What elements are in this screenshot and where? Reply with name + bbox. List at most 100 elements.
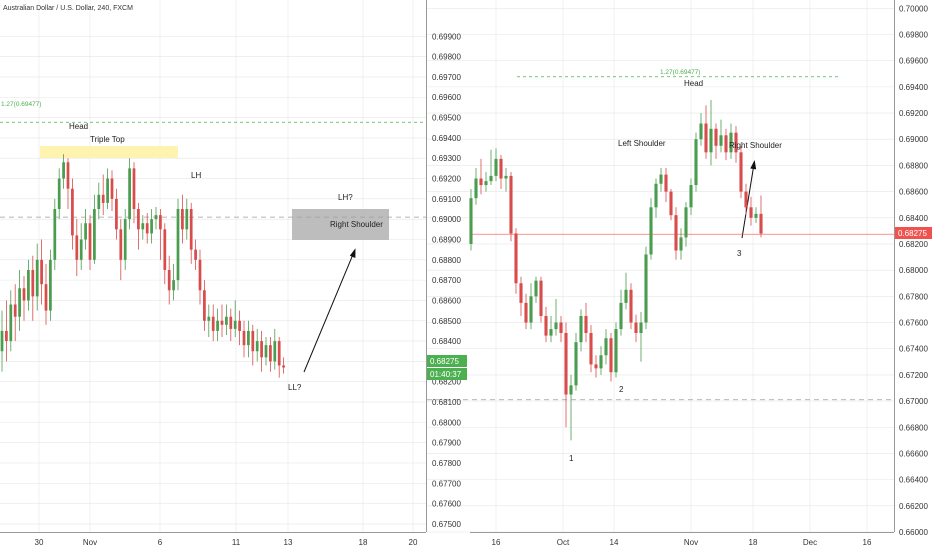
candle-body [624,289,628,303]
candle-body [614,329,618,373]
candle-body [759,213,763,234]
candle-body [584,315,588,333]
y-tick-label: 0.67400 [899,345,928,354]
svg-text:0.68275: 0.68275 [898,229,927,238]
right-shoulder-zone [292,209,389,240]
candle-body [714,128,718,146]
y-tick-label: 0.69700 [432,73,461,82]
candle-body [494,158,498,176]
y-tick-label: 0.66000 [899,528,928,537]
y-tick-label: 0.69400 [899,83,928,92]
candle-body [75,235,79,260]
candle-body [194,249,197,260]
candle-body [729,132,733,153]
left-price-axis: 0.69900 0.69800 0.69700 0.69600 0.69500 0.694… [432,32,461,529]
candle-body [604,338,608,356]
x-tick-label: 16 [492,538,501,547]
y-tick-label: 0.68500 [432,317,461,326]
x-tick-label: 20 [409,538,418,547]
left-time-axis: 30 Nov 6 11 13 18 20 [35,538,418,547]
candle-body [724,135,728,153]
y-tick-label: 0.68900 [432,235,461,244]
label-point-1: 1 [569,454,574,463]
candle-body [260,341,263,358]
candle-body [544,315,548,336]
y-tick-label: 0.69800 [432,53,461,62]
candle-body [53,209,57,260]
label-left-shoulder: Left Shoulder [618,139,666,148]
candle-body [264,345,268,358]
left-candles [0,154,285,378]
projection-arrow-right [741,160,757,239]
y-tick-label: 0.67900 [432,439,461,448]
y-tick-label: 0.69200 [432,175,461,184]
candle-body [749,207,753,218]
candle-body [27,269,30,301]
candle-body [79,239,83,260]
label-triple-top: Triple Top [90,135,125,144]
right-level-lines [427,76,894,401]
y-tick-label: 0.68100 [432,398,461,407]
candle-body [22,288,26,301]
candle-body [115,198,118,230]
x-tick-label: Dec [803,538,817,547]
candle-body [62,162,65,179]
candle-body [13,304,17,317]
candle-body [176,209,180,281]
candle-body [282,365,285,368]
candle-body [154,215,158,220]
candle-body [132,168,136,210]
candle-body [225,316,228,325]
countdown-tag-left: 01:40:37 [427,368,467,380]
label-lh: LH [191,171,201,180]
candle-body [629,289,633,323]
candle-body [469,198,473,244]
candle-body [242,330,246,346]
candle-body [97,194,101,210]
candle-body [519,283,523,303]
y-tick-label: 0.69000 [899,135,928,144]
candle-body [539,280,543,316]
candle-body [719,135,723,146]
candle-body [679,237,683,251]
y-tick-label: 0.67600 [432,500,461,509]
candle-body [233,320,237,329]
fib-label-left: 1.27(0.69477) [1,101,41,108]
label-right-shoulder-right: Right Shoulder [729,141,782,150]
candle-body [664,174,668,192]
x-tick-label: 11 [232,538,241,547]
y-tick-label: 0.69100 [432,195,461,204]
candle-body [574,342,578,386]
candle-body [579,315,583,343]
candle-body [93,209,96,260]
y-tick-label: 0.69900 [432,32,461,41]
label-lh-question: LH? [338,193,353,202]
candle-body [255,341,259,352]
label-right-shoulder-left: Right Shoulder [330,220,383,229]
candle-body [269,345,272,362]
x-tick-label: 6 [158,538,163,547]
candle-body [185,209,189,230]
candle-body [238,320,241,331]
candle-body [509,175,513,234]
candle-body [754,213,758,218]
candle-body [514,233,518,284]
y-tick-label: 0.67500 [432,520,461,529]
candle-body [634,322,638,333]
candle-body [639,322,643,333]
candle-body [734,132,738,153]
candle-body [559,322,563,333]
candle-body [689,185,693,208]
projection-arrow-left [303,248,356,373]
candle-body [709,128,713,153]
y-tick-label: 0.66200 [899,502,928,511]
x-tick-label: 18 [359,538,368,547]
candle-body [251,330,255,352]
label-point-3: 3 [737,249,742,258]
right-time-axis: 16 Oct 14 Nov 18 Dec 16 [492,538,872,547]
candle-body [172,280,175,291]
y-tick-label: 0.68200 [899,240,928,249]
candle-body [529,296,533,323]
candle-body [159,215,162,230]
candle-body [101,194,105,203]
